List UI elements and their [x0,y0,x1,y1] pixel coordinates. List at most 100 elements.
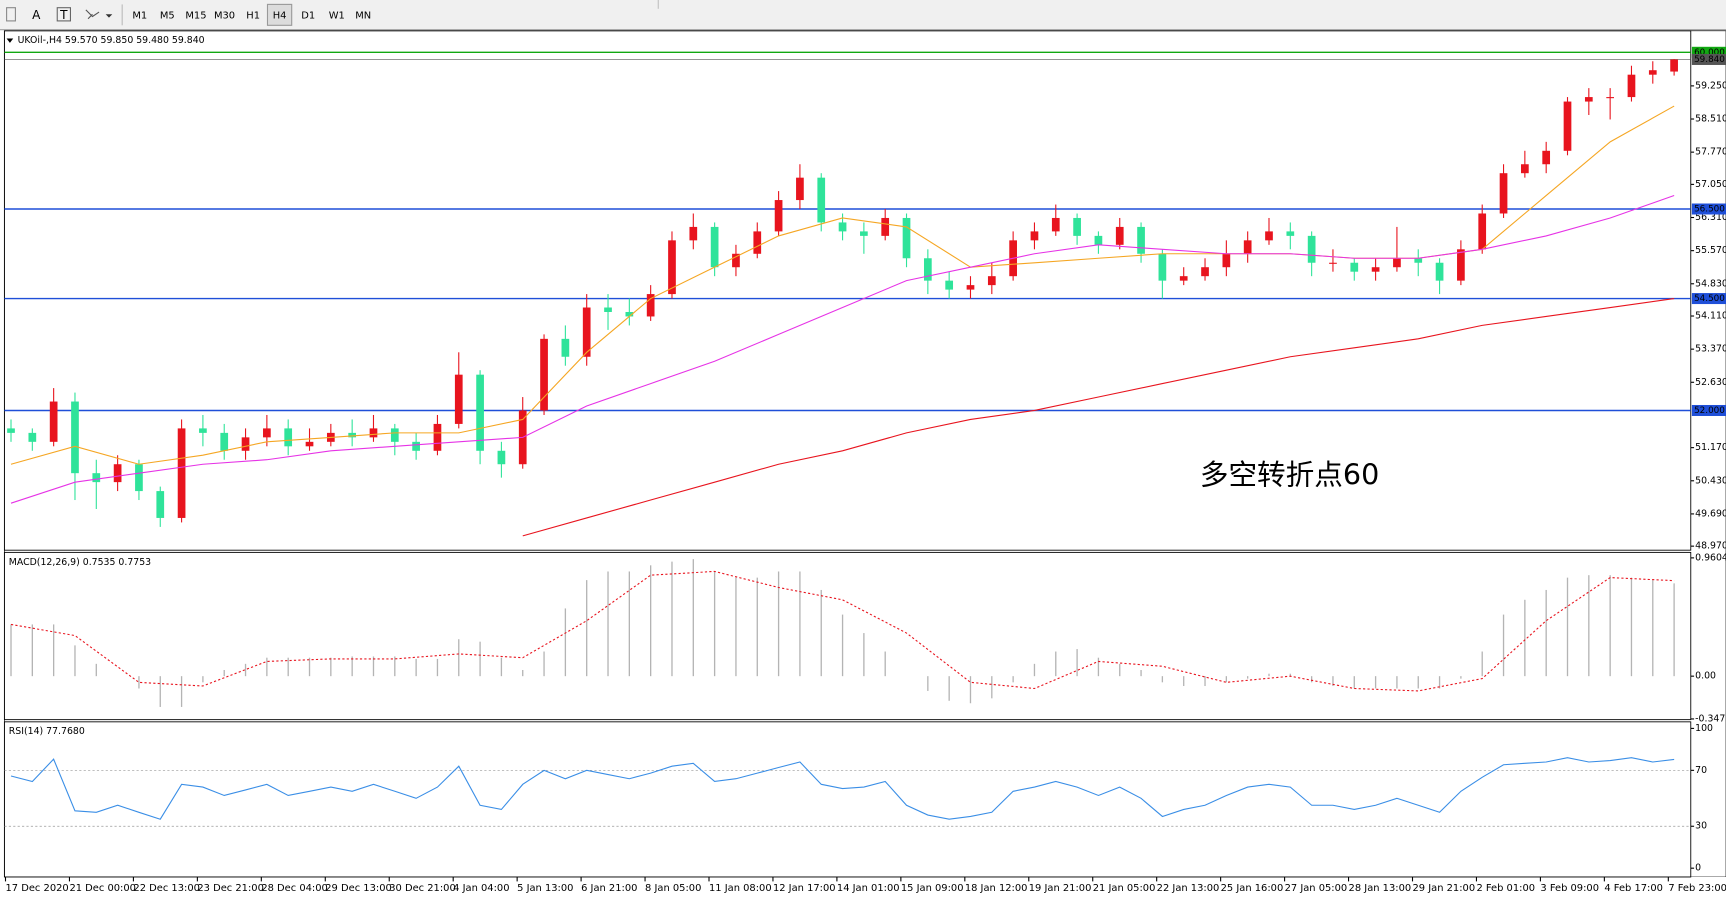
level-box [1691,46,1726,58]
candle-body [1478,213,1487,250]
candle-body [1265,231,1273,241]
candle-body [1115,226,1124,245]
candle-body [817,177,826,223]
x-tick-label: 22 Dec 13:00 [133,883,200,894]
y-tick-label: 54.830 [1695,278,1726,289]
candle-body [1606,97,1614,99]
x-tick-label: 18 Jan 12:00 [965,883,1028,894]
candle-body [390,428,399,442]
x-tick-label: 29 Dec 13:00 [325,883,392,894]
draw-icon[interactable] [85,9,113,20]
candle-body [1670,59,1678,72]
time-axis [0,876,1726,899]
candle-body [135,464,143,492]
y-tick-label: 70 [1695,765,1707,776]
x-tick-label: 23 Dec 21:00 [197,883,264,894]
y-tick-label: -0.3473 [1695,713,1726,724]
y-tick-label: 58.510 [1695,114,1726,125]
period-button[interactable]: M15 [185,10,206,21]
y-tick-label: 0 [1695,863,1701,874]
cursor-icon[interactable] [6,7,16,22]
candle-body [412,441,420,451]
candle-body [1457,249,1465,281]
level-box [1691,404,1726,416]
period-button[interactable]: D1 [301,10,315,21]
tool-button[interactable]: T [59,8,68,22]
period-button[interactable]: M5 [160,10,175,21]
y-tick-label: 59.250 [1695,80,1726,91]
panel-title: MACD(12,26,9) 0.7535 0.7753 [9,557,151,568]
candle-body [1286,231,1295,236]
candle-body [1307,235,1316,263]
x-tick-label: 30 Dec 21:00 [389,883,456,894]
y-tick-label: 51.170 [1695,442,1726,453]
candle-body [668,240,676,295]
period-button[interactable]: W1 [329,10,345,21]
panel [3,551,1692,721]
x-tick-label: 29 Jan 21:00 [1413,883,1476,894]
candle-body [284,428,293,447]
candle-body [1521,164,1529,174]
candle-body [732,253,740,268]
candle-body [625,311,634,317]
candle-body [923,258,932,281]
x-tick-label: 21 Dec 00:00 [69,883,136,894]
panel-title: RSI(14) 77.7680 [9,726,85,737]
period-button[interactable]: H1 [246,10,260,21]
candle-body [966,285,975,290]
candle-body [1435,262,1444,281]
candle-body [1584,97,1593,102]
y-tick-label: 54.110 [1695,311,1726,322]
x-tick-label: 15 Jan 09:00 [901,883,964,894]
x-tick-label: 21 Jan 05:00 [1093,883,1156,894]
candle-body [49,401,58,442]
candle-body [1201,267,1209,277]
candle-body [1414,258,1423,263]
period-button[interactable]: H4 [273,10,287,21]
moving-average [10,195,1675,504]
x-tick-label: 8 Jan 05:00 [645,883,701,894]
candle-body [561,338,570,357]
x-tick-label: 3 Feb 09:00 [1540,883,1599,894]
y-tick-label: 48.970 [1695,541,1726,552]
x-tick-label: 25 Jan 16:00 [1221,883,1284,894]
candle-body [1371,267,1380,272]
candle-body [92,473,101,483]
candle-body [241,437,250,451]
y-tick-label: 0.00 [1695,671,1716,682]
x-tick-label: 14 Jan 01:00 [837,883,900,894]
candle-body [987,276,996,286]
y-tick-label: 53.370 [1695,344,1726,355]
candle-body [454,374,463,424]
candle-body [263,428,271,438]
period-button[interactable]: M30 [214,10,235,21]
level-label: 59.840 [1694,55,1725,65]
candle-body [1627,74,1636,98]
candle-body [604,307,612,312]
period-button[interactable]: MN [355,10,371,21]
candle-body [497,450,506,465]
x-tick-label: 22 Jan 13:00 [1157,883,1220,894]
tool-button[interactable]: A [32,8,41,22]
candle-body [753,231,762,254]
candle-body [1094,235,1103,245]
candle-body [582,307,591,357]
candle-body [1051,217,1060,232]
candle-body [1179,276,1188,281]
candle-body [1542,150,1551,165]
candle-body [710,226,719,268]
period-button[interactable]: M1 [132,10,147,21]
level-label: 54.500 [1694,294,1725,304]
candle-body [1030,231,1039,241]
panel [3,30,1692,551]
y-tick-label: 50.430 [1695,475,1726,486]
candle-body [369,428,378,438]
candle-body [1350,262,1359,272]
candle-body [1137,226,1145,254]
annotation: 多空转折点60 [1200,457,1379,491]
rsi-line [10,757,1675,820]
candle-body [1499,173,1508,214]
y-tick-label: 56.310 [1695,212,1726,223]
x-tick-label: 28 Dec 04:00 [261,883,328,894]
candle-body [1648,70,1657,75]
